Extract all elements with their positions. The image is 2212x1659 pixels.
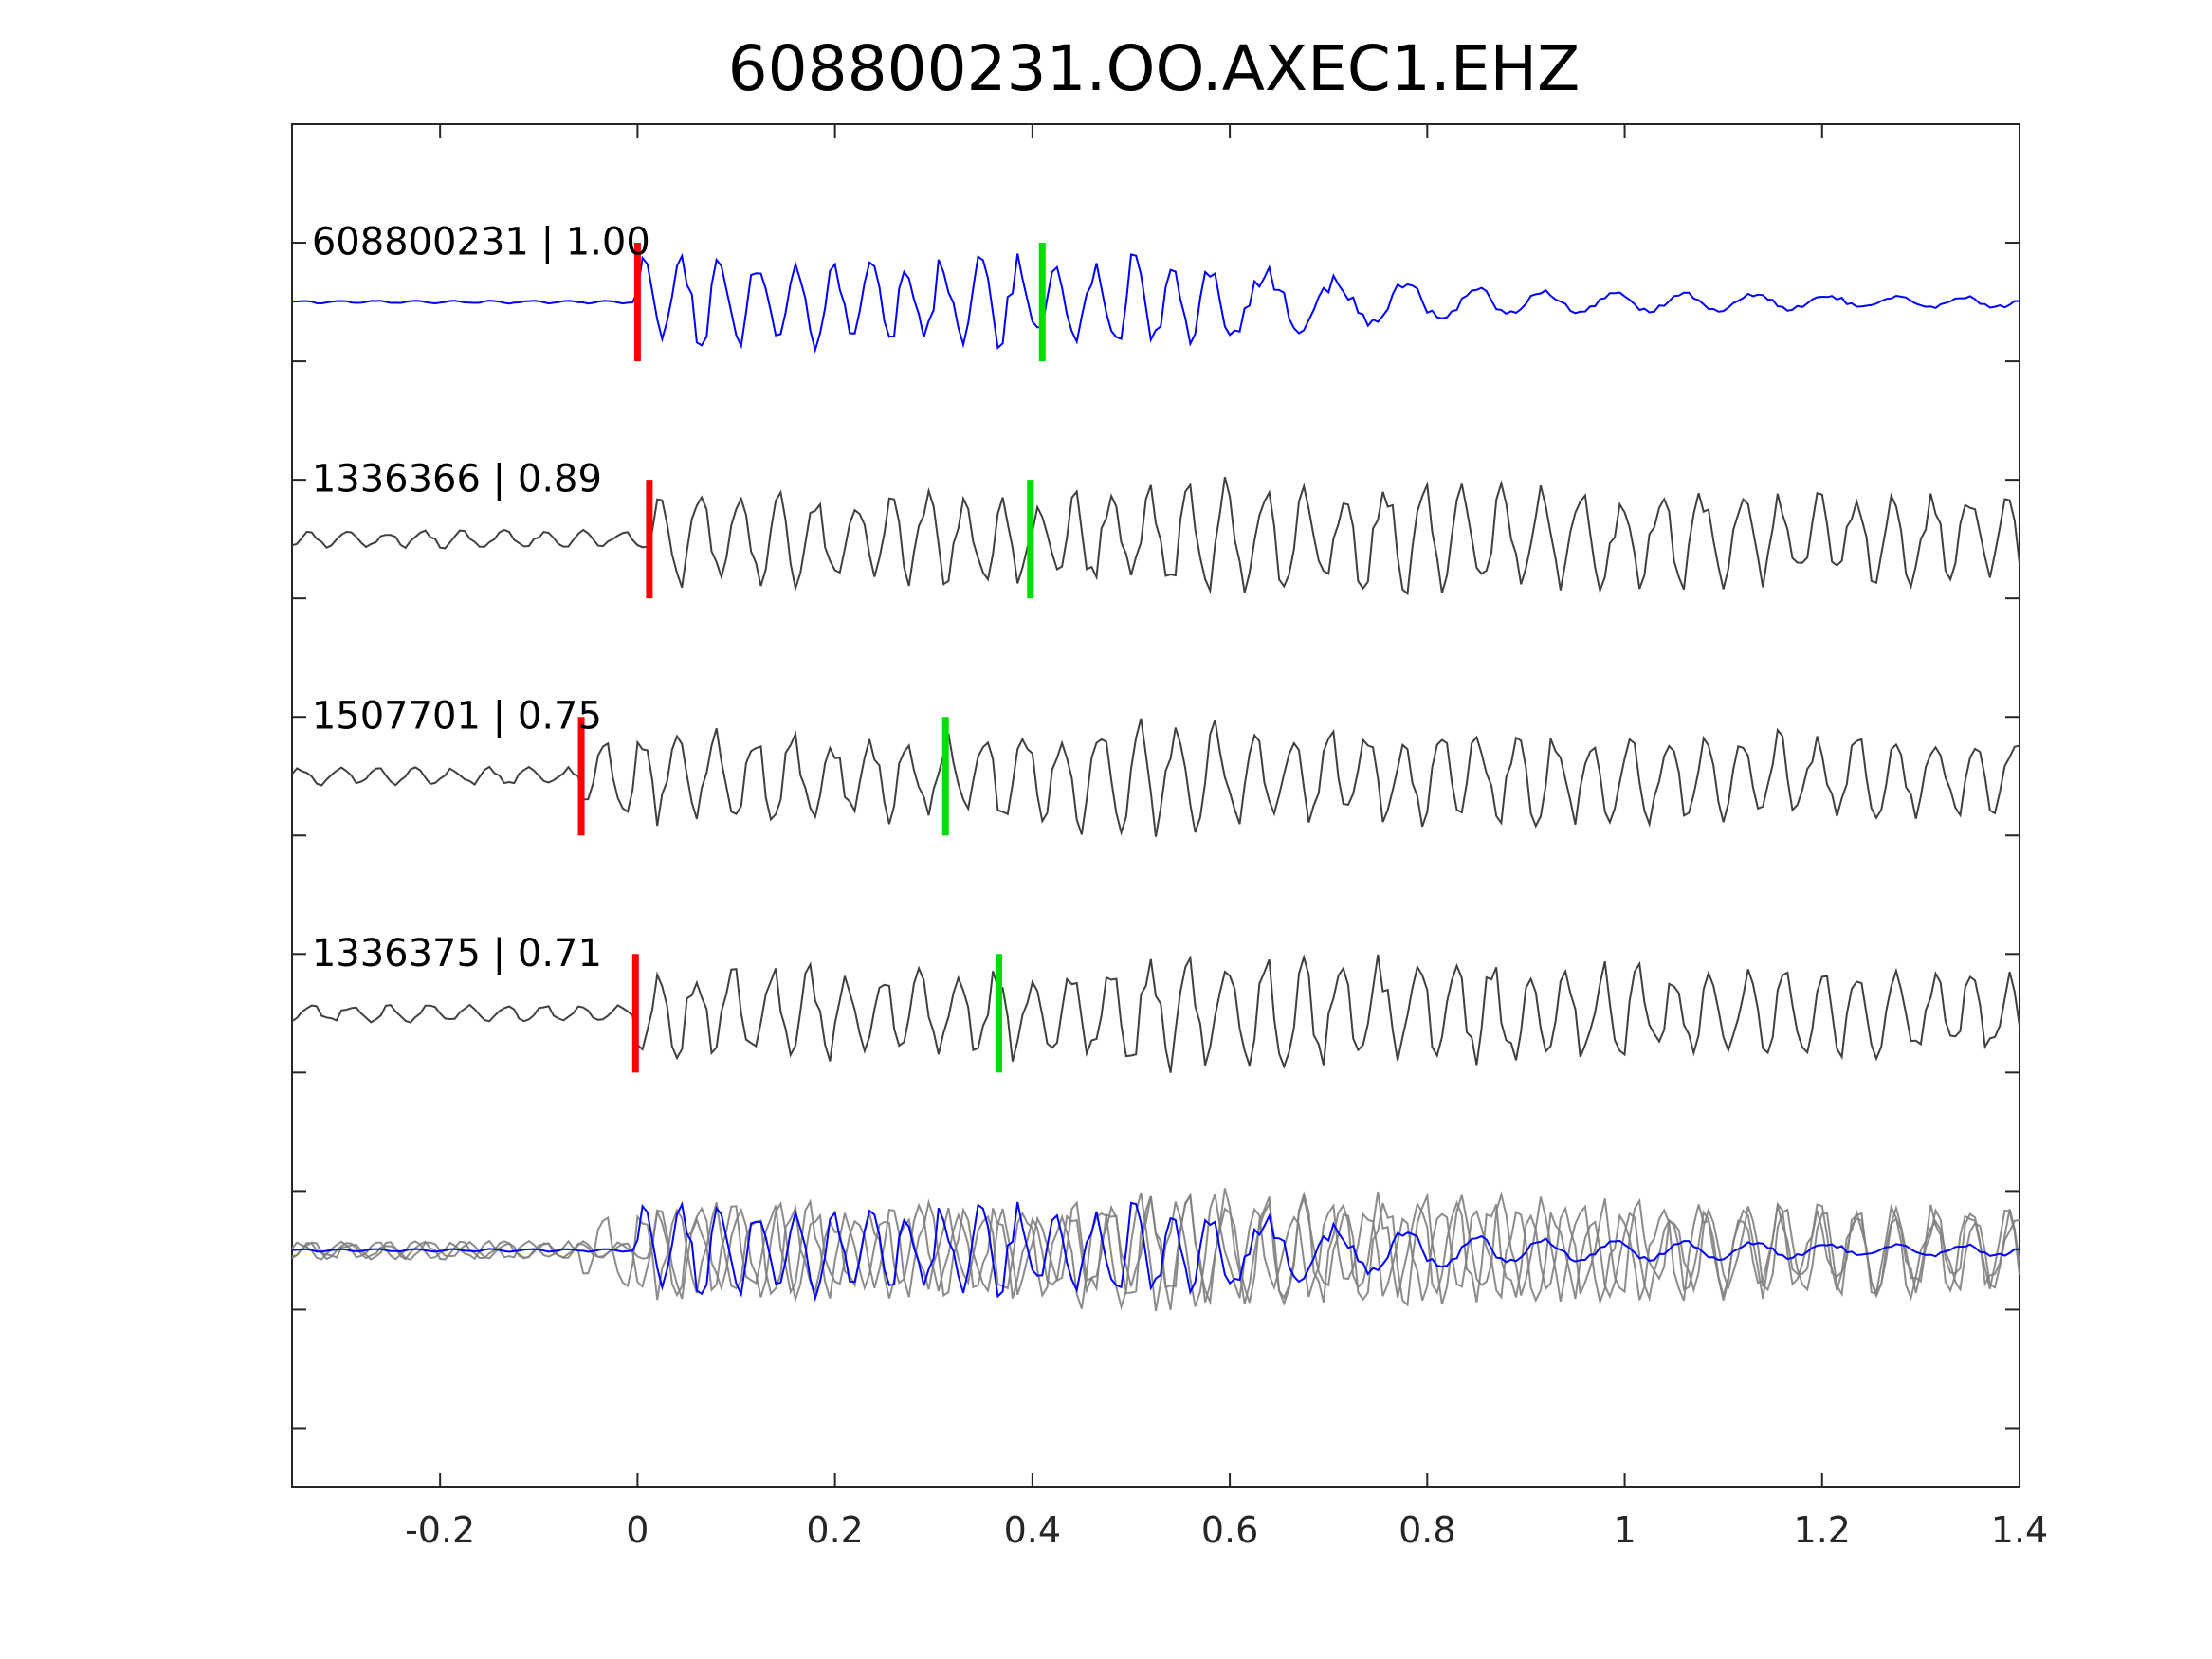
overlay-trace-1336375 [291, 1191, 2020, 1310]
x-tick-label: 1.2 [1794, 1509, 1851, 1551]
x-tick-label: 1 [1613, 1509, 1636, 1551]
phase-picks-group [577, 243, 1046, 1073]
chart-title: 608800231.OO.AXEC1.EHZ [728, 32, 1581, 105]
trace-labels-group: 608800231 | 1.00 1336366 | 0.89 1507701 | … [312, 221, 650, 975]
axis-ticks-group: -0.2 0 0.2 0.4 0.6 0.8 1 1.2 1.4 [292, 124, 2048, 1551]
waveform-trace-1336375 [291, 954, 2020, 1073]
plot-area [291, 123, 2020, 1488]
stacked-overlay-group [291, 1188, 2020, 1312]
x-tick-label: -0.2 [405, 1509, 475, 1551]
trace-label-1336366: 1336366 | 0.89 [312, 458, 602, 501]
x-tick-label: 0.8 [1398, 1509, 1455, 1551]
overlay-trace-608800231 [291, 1201, 2020, 1303]
x-tick-label: 1.4 [1991, 1509, 2048, 1551]
x-tick-label: 0 [626, 1509, 649, 1551]
waveform-trace-608800231 [291, 252, 2020, 354]
x-tick-label: 0.2 [806, 1509, 863, 1551]
x-tick-label: 0.6 [1201, 1509, 1258, 1551]
trace-label-1507701: 1507701 | 0.75 [312, 695, 602, 738]
x-tick-label: 0.4 [1004, 1509, 1061, 1551]
trace-label-1336375: 1336375 | 0.71 [312, 932, 602, 975]
overlay-trace-1507701 [291, 1192, 2020, 1312]
trace-label-608800231: 608800231 | 1.00 [312, 221, 650, 264]
waveform-trace-1336366 [291, 476, 2020, 596]
